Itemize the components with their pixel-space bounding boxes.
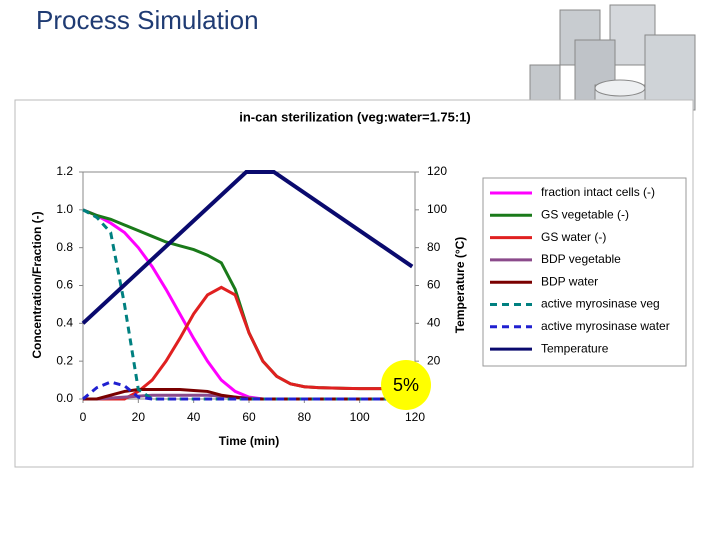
- y2-tick-label: 40: [427, 316, 441, 330]
- y2-tick-label: 20: [427, 353, 441, 367]
- annotation-text: 5%: [393, 375, 419, 395]
- x-axis-label: Time (min): [219, 434, 279, 448]
- x-tick-label: 60: [242, 410, 256, 424]
- y-tick-label: 0.6: [56, 278, 73, 292]
- legend-label: BDP water: [541, 274, 598, 288]
- y2-tick-label: 100: [427, 202, 447, 216]
- y2-tick-label: 120: [427, 164, 447, 178]
- y-tick-label: 0.2: [56, 353, 73, 367]
- y-tick-label: 0.4: [56, 316, 73, 330]
- x-tick-label: 20: [132, 410, 146, 424]
- series-line: [83, 285, 415, 401]
- series-line: [82, 380, 415, 401]
- x-tick-label: 120: [405, 410, 425, 424]
- legend-label: BDP vegetable: [541, 252, 621, 266]
- y-tick-label: 0.0: [56, 391, 73, 405]
- y2-axis-label: Temperature (°C): [453, 237, 467, 334]
- legend-label: fraction intact cells (-): [541, 185, 655, 199]
- series-line: [82, 208, 415, 401]
- y2-tick-label: 80: [427, 240, 441, 254]
- y2-tick-label: 60: [427, 278, 441, 292]
- legend-box: [482, 177, 687, 367]
- y-tick-label: 0.8: [56, 240, 73, 254]
- x-tick-label: 100: [350, 410, 370, 424]
- legend-label: active myrosinase water: [541, 319, 670, 333]
- y-tick-label: 1.2: [56, 164, 73, 178]
- legend-label: GS vegetable (-): [541, 207, 629, 221]
- slide-title: Process Simulation: [36, 5, 259, 35]
- legend-label: Temperature: [541, 341, 609, 355]
- y-tick-label: 1.0: [56, 202, 73, 216]
- x-tick-label: 40: [187, 410, 201, 424]
- annotation-badge: [381, 360, 431, 410]
- series-line: [81, 170, 414, 325]
- legend-label: GS water (-): [541, 230, 606, 244]
- chart-title: in-can sterilization (veg:water=1.75:1): [239, 109, 471, 124]
- y-axis-label: Concentration/Fraction (-): [30, 211, 44, 358]
- x-tick-label: 80: [298, 410, 312, 424]
- x-tick-label: 0: [80, 410, 87, 424]
- legend-label: active myrosinase veg: [541, 297, 660, 311]
